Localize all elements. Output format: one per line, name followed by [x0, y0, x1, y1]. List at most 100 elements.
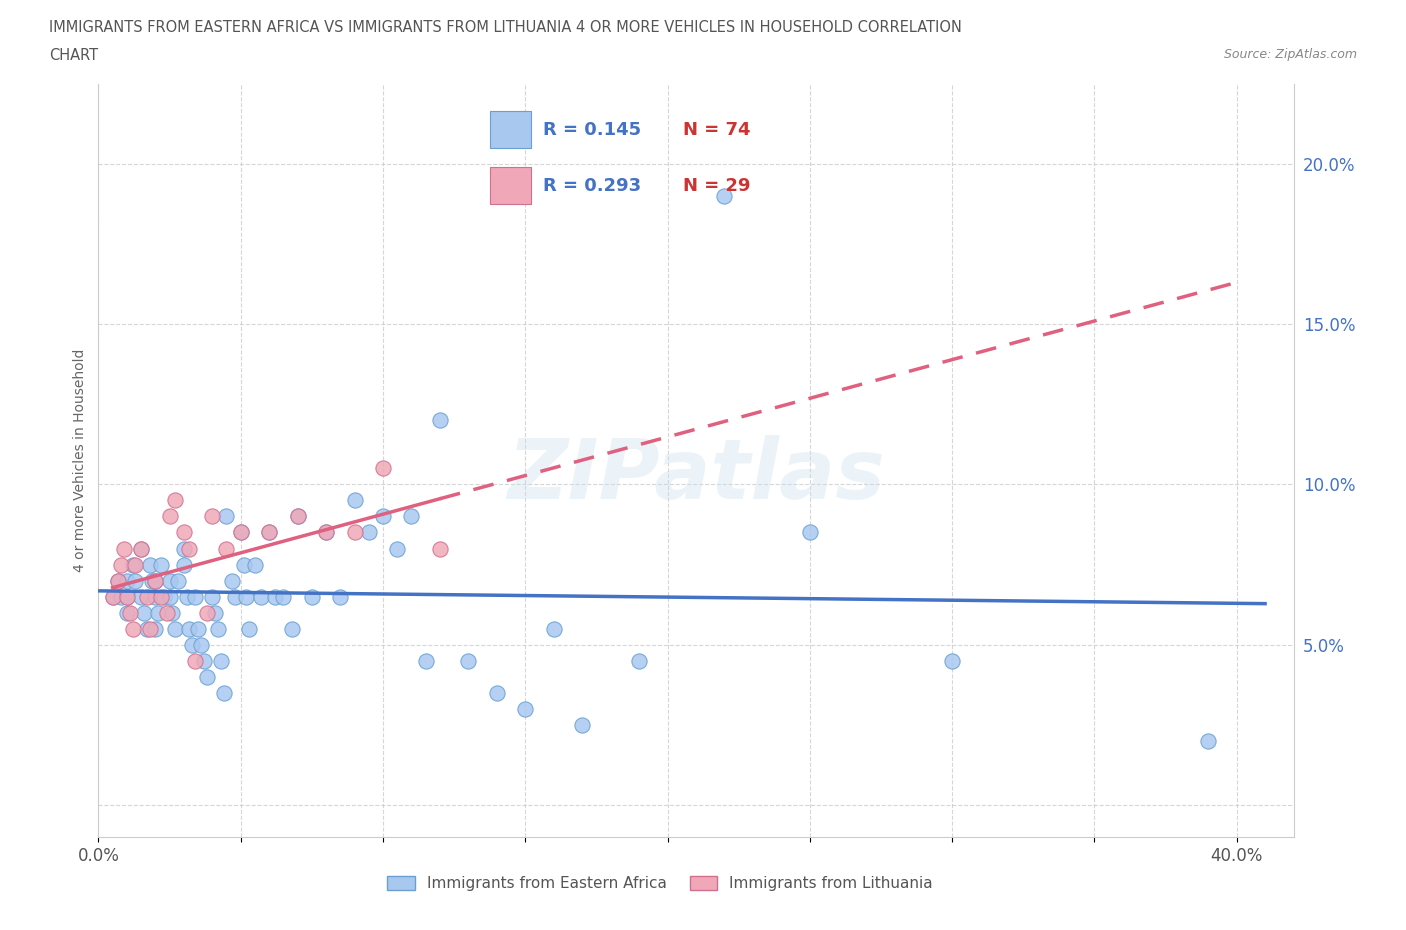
- Point: [179, 621, 201, 636]
- Point: [138, 621, 160, 636]
- Point: [115, 605, 138, 620]
- Legend: Immigrants from Eastern Africa, Immigrants from Lithuania: Immigrants from Eastern Africa, Immigran…: [381, 870, 939, 897]
- Point: [281, 621, 304, 636]
- Point: [112, 541, 135, 556]
- Point: [713, 189, 735, 204]
- Point: [329, 589, 352, 604]
- Point: [129, 541, 152, 556]
- Text: CHART: CHART: [49, 48, 98, 63]
- Point: [143, 589, 166, 604]
- Point: [173, 525, 195, 540]
- Point: [143, 573, 166, 588]
- Point: [371, 461, 394, 476]
- Point: [141, 573, 163, 588]
- Point: [162, 605, 184, 620]
- Point: [115, 573, 138, 588]
- Point: [315, 525, 337, 540]
- Point: [204, 605, 226, 620]
- Y-axis label: 4 or more Vehicles in Household: 4 or more Vehicles in Household: [73, 349, 87, 572]
- Point: [941, 653, 963, 668]
- Point: [193, 653, 215, 668]
- Point: [181, 637, 204, 652]
- Point: [115, 589, 138, 604]
- Point: [224, 589, 246, 604]
- Point: [799, 525, 821, 540]
- Point: [179, 541, 201, 556]
- Point: [238, 621, 260, 636]
- Point: [209, 653, 232, 668]
- Point: [124, 557, 146, 572]
- Point: [315, 525, 337, 540]
- Point: [1197, 734, 1219, 749]
- Point: [429, 413, 451, 428]
- Point: [485, 685, 508, 700]
- Point: [150, 557, 173, 572]
- Point: [110, 589, 132, 604]
- Point: [184, 653, 207, 668]
- Point: [263, 589, 285, 604]
- Point: [257, 525, 280, 540]
- Point: [273, 589, 295, 604]
- Point: [201, 509, 224, 524]
- Point: [287, 509, 309, 524]
- Point: [143, 621, 166, 636]
- Point: [165, 493, 187, 508]
- Point: [121, 557, 143, 572]
- Point: [235, 589, 257, 604]
- Point: [249, 589, 271, 604]
- Text: Source: ZipAtlas.com: Source: ZipAtlas.com: [1223, 48, 1357, 61]
- Point: [429, 541, 451, 556]
- Point: [101, 589, 124, 604]
- Point: [129, 541, 152, 556]
- Point: [176, 589, 198, 604]
- Point: [301, 589, 323, 604]
- Point: [107, 573, 129, 588]
- Point: [173, 541, 195, 556]
- Point: [138, 557, 160, 572]
- Point: [129, 589, 152, 604]
- Point: [215, 509, 238, 524]
- Point: [415, 653, 437, 668]
- Point: [167, 573, 190, 588]
- Point: [457, 653, 479, 668]
- Point: [357, 525, 380, 540]
- Point: [110, 557, 132, 572]
- Point: [371, 509, 394, 524]
- Point: [150, 589, 173, 604]
- Point: [207, 621, 229, 636]
- Point: [143, 573, 166, 588]
- Point: [121, 621, 143, 636]
- Text: ZIPatlas: ZIPatlas: [508, 435, 884, 516]
- Point: [195, 670, 218, 684]
- Point: [132, 605, 155, 620]
- Point: [195, 605, 218, 620]
- Point: [212, 685, 235, 700]
- Point: [101, 589, 124, 604]
- Point: [159, 589, 181, 604]
- Point: [156, 605, 179, 620]
- Point: [201, 589, 224, 604]
- Point: [343, 493, 366, 508]
- Point: [173, 557, 195, 572]
- Point: [515, 701, 537, 716]
- Point: [543, 621, 565, 636]
- Point: [287, 509, 309, 524]
- Point: [135, 589, 157, 604]
- Point: [628, 653, 651, 668]
- Point: [124, 573, 146, 588]
- Point: [153, 589, 176, 604]
- Point: [229, 525, 252, 540]
- Point: [107, 573, 129, 588]
- Point: [148, 605, 170, 620]
- Point: [135, 621, 157, 636]
- Point: [232, 557, 254, 572]
- Point: [243, 557, 266, 572]
- Point: [343, 525, 366, 540]
- Point: [385, 541, 409, 556]
- Point: [229, 525, 252, 540]
- Point: [571, 717, 593, 732]
- Point: [401, 509, 423, 524]
- Point: [165, 621, 187, 636]
- Point: [215, 541, 238, 556]
- Point: [187, 621, 209, 636]
